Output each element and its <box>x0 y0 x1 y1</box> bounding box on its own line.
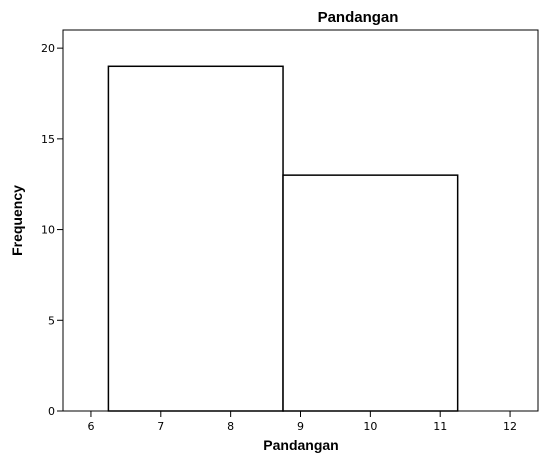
x-tick-label: 7 <box>157 420 164 433</box>
x-tick-label: 6 <box>87 420 94 433</box>
x-axis-label: Pandangan <box>263 437 338 453</box>
x-tick-label: 9 <box>297 420 304 433</box>
y-axis-ticks: 0 5 10 15 20 <box>41 42 63 418</box>
y-tick-label: 20 <box>41 42 55 55</box>
histogram-bar-2 <box>282 174 459 412</box>
x-tick-label: 11 <box>433 420 447 433</box>
chart-title: Pandangan <box>318 9 399 26</box>
x-tick-label: 12 <box>503 420 517 433</box>
histogram-bar-1 <box>107 65 284 412</box>
x-axis-ticks: 6 7 8 9 10 11 12 <box>87 411 517 433</box>
y-tick-label: 5 <box>48 314 55 327</box>
y-axis-label: Frequency <box>9 185 25 256</box>
x-tick-label: 8 <box>227 420 234 433</box>
y-tick-label: 0 <box>48 405 55 418</box>
y-tick-label: 15 <box>41 133 55 146</box>
y-tick-label: 10 <box>41 224 55 237</box>
x-tick-label: 10 <box>363 420 377 433</box>
bars-group <box>107 65 459 412</box>
